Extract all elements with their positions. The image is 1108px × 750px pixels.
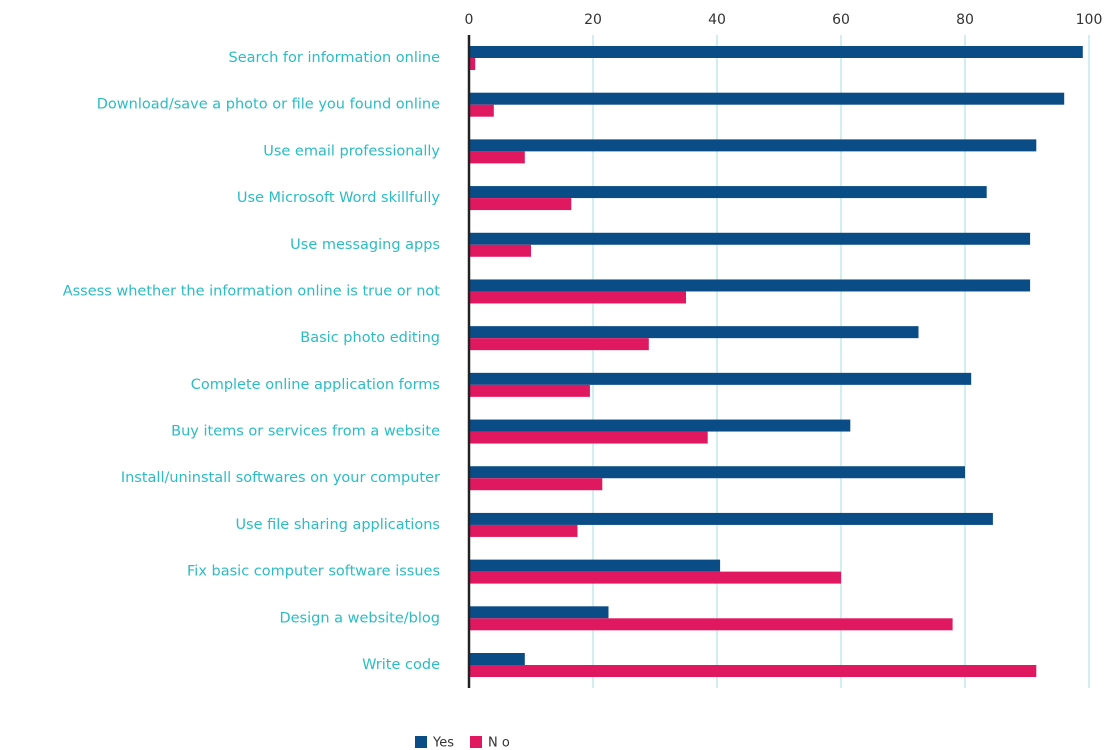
bar	[469, 139, 1037, 152]
category-label: Fix basic computer software issues	[187, 564, 440, 580]
bar	[469, 384, 590, 397]
bar	[469, 524, 578, 537]
category-label: Use file sharing applications	[235, 517, 440, 533]
bar	[469, 653, 525, 665]
category-label: Use Microsoft Word skillfully	[237, 190, 441, 206]
category-label: Write code	[362, 657, 440, 673]
bar	[469, 372, 972, 385]
legend-swatch	[470, 736, 482, 748]
x-tick-label: 40	[708, 12, 726, 28]
bar	[469, 326, 919, 339]
category-label: Basic photo editing	[300, 330, 440, 346]
category-label: Search for information online	[229, 50, 441, 66]
bar	[469, 512, 993, 525]
bar	[469, 338, 649, 351]
legend-label: Yes	[432, 736, 454, 750]
bar	[469, 58, 476, 70]
bar	[469, 46, 1083, 58]
bar	[469, 291, 686, 304]
bar	[469, 279, 1031, 292]
x-tick-label: 80	[956, 12, 974, 28]
x-tick-label: 60	[832, 12, 850, 28]
legend-swatch	[415, 736, 427, 748]
bar	[469, 606, 609, 619]
category-label: Install/uninstall softwares on your comp…	[121, 470, 440, 486]
bar	[469, 104, 494, 117]
bar	[469, 478, 603, 491]
bar	[469, 419, 851, 432]
category-label: Use messaging apps	[290, 237, 440, 253]
bar	[469, 198, 572, 211]
category-label: Buy items or services from a website	[171, 424, 440, 440]
category-label: Use email professionally	[263, 143, 440, 159]
bar	[469, 559, 721, 572]
category-label: Assess whether the information online is…	[63, 283, 441, 299]
x-tick-label: 20	[584, 12, 602, 28]
category-label: Download/save a photo or file you found …	[97, 97, 440, 113]
x-tick-label: 100	[1076, 12, 1103, 28]
bar	[469, 244, 531, 257]
legend-label: N o	[488, 736, 510, 750]
bar	[469, 232, 1031, 245]
bar	[469, 665, 1037, 677]
bar	[469, 151, 525, 164]
category-label: Design a website/blog	[279, 610, 440, 626]
bar	[469, 571, 841, 584]
x-tick-label: 0	[465, 12, 474, 28]
bar	[469, 618, 953, 631]
category-label: Complete online application forms	[191, 377, 440, 393]
bar	[469, 92, 1065, 105]
bar	[469, 431, 708, 444]
bar	[469, 186, 987, 199]
bar	[469, 466, 965, 479]
